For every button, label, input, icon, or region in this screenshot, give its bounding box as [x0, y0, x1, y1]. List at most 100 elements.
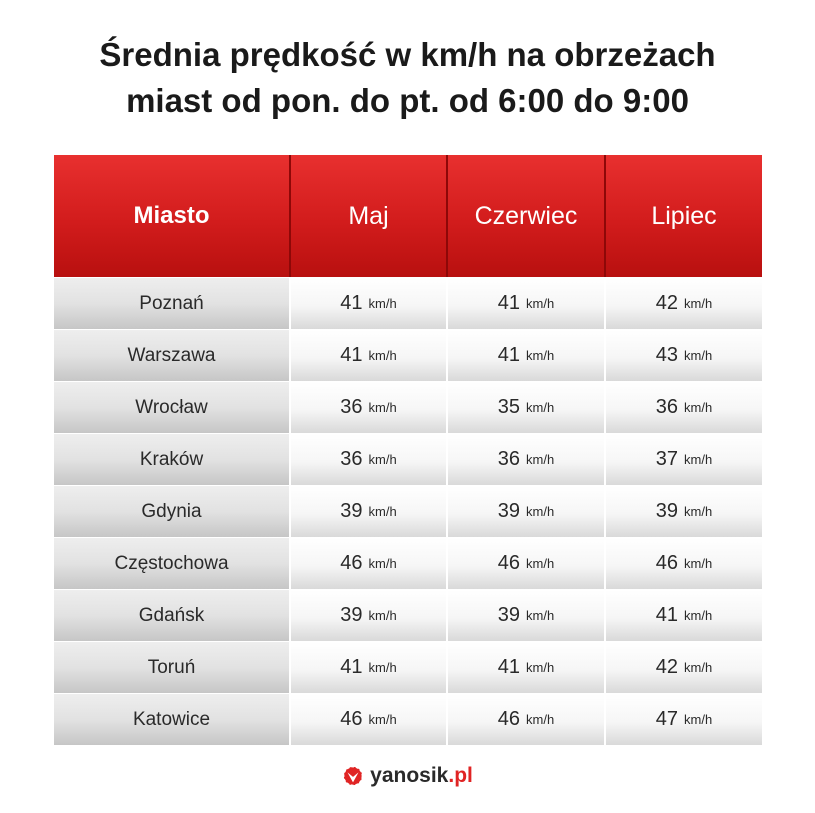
speed-unit: km/h	[684, 660, 713, 675]
speed-unit: km/h	[368, 556, 397, 571]
speed-unit: km/h	[368, 452, 397, 467]
table-body: Poznań 41 km/h 41 km/h 42 km/h Warszawa 41 km/h 41…	[54, 277, 762, 745]
speed-value-cell: 41 km/h	[448, 277, 606, 329]
speed-value: 41	[340, 292, 363, 314]
speed-value-cell: 39 km/h	[448, 485, 606, 537]
logo-name: yanosik	[370, 764, 449, 787]
speed-value: 41	[340, 344, 363, 366]
speed-value-cell: 46 km/h	[606, 537, 762, 589]
speed-unit: km/h	[368, 608, 397, 623]
speed-unit: km/h	[684, 504, 713, 519]
speed-value: 37	[655, 448, 679, 470]
city-name: Częstochowa	[54, 537, 291, 589]
table-row: Wrocław 36 km/h 35 km/h 36 km/h	[54, 381, 762, 433]
speed-value-cell: 41 km/h	[291, 277, 448, 329]
speed-unit: km/h	[684, 608, 713, 623]
speed-value-cell: 39 km/h	[291, 485, 448, 537]
table-row: Gdynia 39 km/h 39 km/h 39 km/h	[54, 485, 762, 537]
city-name: Warszawa	[54, 329, 291, 381]
speed-unit: km/h	[368, 348, 397, 363]
speed-unit: km/h	[526, 660, 555, 675]
speed-value: 39	[340, 500, 363, 522]
city-name: Katowice	[54, 693, 291, 745]
speed-value: 46	[340, 708, 363, 730]
table-row: Poznań 41 km/h 41 km/h 42 km/h	[54, 277, 762, 329]
speed-value: 39	[497, 500, 521, 522]
speed-value-cell: 42 km/h	[606, 641, 762, 693]
speed-unit: km/h	[368, 504, 397, 519]
speed-value: 36	[655, 396, 679, 418]
chart-title-line-1: Średnia prędkość w km/h na obrzeżach	[99, 36, 716, 73]
speed-value: 42	[655, 292, 679, 314]
speed-unit: km/h	[684, 712, 713, 727]
speed-value: 43	[655, 344, 679, 366]
speed-value-cell: 36 km/h	[448, 433, 606, 485]
speed-value: 42	[655, 656, 679, 678]
city-name: Gdynia	[54, 485, 291, 537]
city-name: Toruń	[54, 641, 291, 693]
speed-value-cell: 37 km/h	[606, 433, 762, 485]
speed-value-cell: 36 km/h	[606, 381, 762, 433]
speed-unit: km/h	[526, 348, 555, 363]
speed-value-cell: 41 km/h	[448, 641, 606, 693]
speed-value-cell: 42 km/h	[606, 277, 762, 329]
speed-value: 39	[497, 604, 521, 626]
table-row: Toruń 41 km/h 41 km/h 42 km/h	[54, 641, 762, 693]
speed-unit: km/h	[684, 556, 713, 571]
speed-unit: km/h	[526, 556, 555, 571]
city-name: Gdańsk	[54, 589, 291, 641]
speed-value-cell: 36 km/h	[291, 381, 448, 433]
speed-unit: km/h	[526, 712, 555, 727]
speed-value: 46	[497, 708, 521, 730]
logo-tld: .pl	[448, 764, 473, 787]
city-name: Poznań	[54, 277, 291, 329]
table-row: Katowice 46 km/h 46 km/h 47 km/h	[54, 693, 762, 745]
speed-value-cell: 46 km/h	[291, 693, 448, 745]
speed-unit: km/h	[368, 400, 397, 415]
speed-unit: km/h	[368, 712, 397, 727]
speed-unit: km/h	[526, 400, 555, 415]
speed-value-cell: 36 km/h	[291, 433, 448, 485]
speed-unit: km/h	[526, 608, 555, 623]
speed-value-cell: 35 km/h	[448, 381, 606, 433]
column-header-june: Czerwiec	[448, 155, 606, 277]
speed-value-cell: 39 km/h	[606, 485, 762, 537]
speed-value: 46	[497, 552, 521, 574]
speed-value: 41	[497, 292, 521, 314]
speed-value-cell: 41 km/h	[291, 329, 448, 381]
speed-value: 41	[655, 604, 679, 626]
speed-table: Miasto Maj Czerwiec Lipiec Poznań 41 km/h 4…	[54, 155, 762, 745]
speed-unit: km/h	[526, 296, 555, 311]
speed-value: 39	[340, 604, 363, 626]
speed-value: 46	[340, 552, 363, 574]
speed-unit: km/h	[684, 400, 713, 415]
speed-value-cell: 46 km/h	[291, 537, 448, 589]
chart-title: Średnia prędkość w km/h na obrzeżach mia…	[0, 32, 815, 124]
speed-value: 46	[655, 552, 679, 574]
city-name: Kraków	[54, 433, 291, 485]
speed-value: 36	[340, 396, 363, 418]
speed-value: 35	[497, 396, 521, 418]
speed-value-cell: 43 km/h	[606, 329, 762, 381]
chart-title-line-2: miast od pon. do pt. od 6:00 do 9:00	[126, 82, 689, 119]
speed-value-cell: 41 km/h	[448, 329, 606, 381]
speed-value: 41	[340, 656, 363, 678]
table-row: Częstochowa 46 km/h 46 km/h 46 km/h	[54, 537, 762, 589]
speed-unit: km/h	[368, 296, 397, 311]
speed-value: 39	[655, 500, 679, 522]
speed-value-cell: 46 km/h	[448, 693, 606, 745]
table-row: Kraków 36 km/h 36 km/h 37 km/h	[54, 433, 762, 485]
speed-unit: km/h	[684, 296, 713, 311]
speed-value: 36	[497, 448, 521, 470]
column-header-city: Miasto	[54, 155, 291, 277]
speed-value: 41	[497, 344, 521, 366]
speed-unit: km/h	[684, 348, 713, 363]
speed-value: 47	[655, 708, 679, 730]
speed-unit: km/h	[526, 504, 555, 519]
speed-unit: km/h	[368, 660, 397, 675]
yanosik-logo-icon	[343, 766, 363, 786]
column-header-july: Lipiec	[606, 155, 762, 277]
city-name: Wrocław	[54, 381, 291, 433]
speed-value: 36	[340, 448, 363, 470]
brand-logo: yanosik .pl	[0, 764, 815, 788]
